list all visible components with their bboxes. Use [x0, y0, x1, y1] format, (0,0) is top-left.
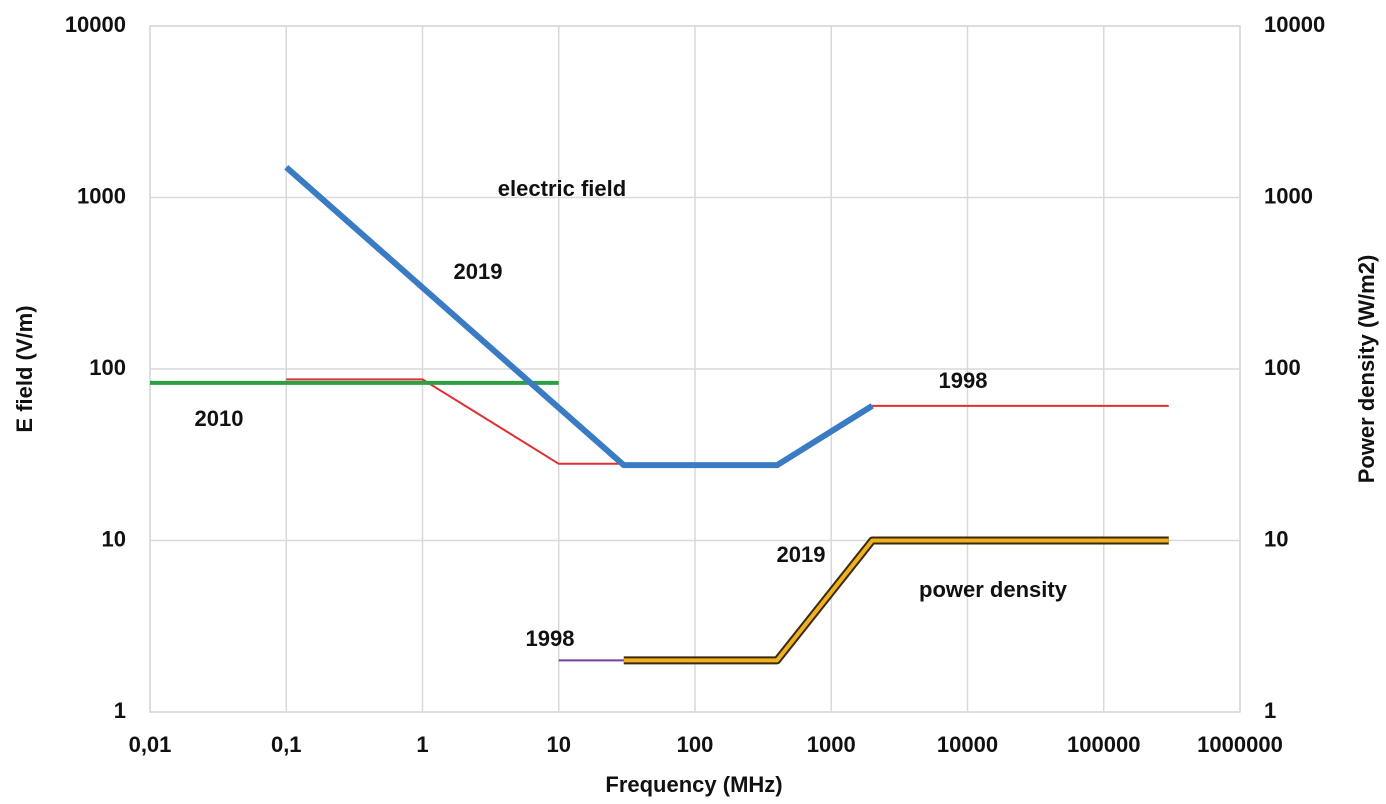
x-tick-label: 1000 — [807, 732, 856, 757]
line — [623, 538, 1169, 663]
x-tick-label: 0,1 — [271, 732, 302, 757]
y-tick-label: 10 — [102, 526, 126, 551]
annotation: electric field — [498, 176, 626, 201]
x-tick-label: 1000000 — [1197, 732, 1283, 757]
y2-tick-label: 10000 — [1264, 12, 1325, 37]
annotation: 2019 — [777, 542, 826, 567]
annotation: 2019 — [454, 259, 503, 284]
y2-tick-label: 1 — [1264, 698, 1276, 723]
x-tick-label: 0,01 — [129, 732, 172, 757]
annotation: power density — [919, 577, 1068, 602]
y2-tick-label: 1000 — [1264, 183, 1313, 208]
y-tick-label: 1 — [114, 698, 126, 723]
y2-axis-label: Power density (W/m2) — [1354, 255, 1379, 484]
annotation: 1998 — [526, 626, 575, 651]
y-tick-label: 100 — [89, 355, 126, 380]
x-tick-label: 10000 — [937, 732, 998, 757]
x-tick-label: 100 — [677, 732, 714, 757]
y2-tick-label: 10 — [1264, 526, 1288, 551]
x-tick-label: 1 — [416, 732, 428, 757]
x-tick-label: 100000 — [1067, 732, 1140, 757]
annotation: 2010 — [195, 406, 244, 431]
x-tick-label: 10 — [547, 732, 571, 757]
y-tick-label: 1000 — [77, 183, 126, 208]
y2-tick-label: 100 — [1264, 355, 1301, 380]
annotation: 1998 — [939, 368, 988, 393]
x-axis-label: Frequency (MHz) — [605, 772, 782, 797]
y-tick-label: 10000 — [65, 12, 126, 37]
line — [284, 165, 874, 469]
y-axis-label: E field (V/m) — [12, 305, 37, 432]
